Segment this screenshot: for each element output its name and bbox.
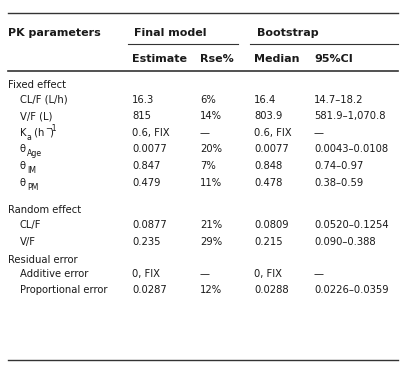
Text: θ: θ (20, 144, 26, 155)
Text: 0.0077: 0.0077 (254, 144, 289, 155)
Text: 581.9–1,070.8: 581.9–1,070.8 (314, 111, 386, 121)
Text: 0.0226–0.0359: 0.0226–0.0359 (314, 285, 389, 296)
Text: CL/F: CL/F (20, 220, 42, 230)
Text: 11%: 11% (200, 177, 222, 188)
Text: 7%: 7% (200, 161, 216, 171)
Text: V/F: V/F (20, 237, 36, 247)
Text: 21%: 21% (200, 220, 222, 230)
Text: Random effect: Random effect (8, 205, 81, 215)
Text: 0.6, FIX: 0.6, FIX (132, 128, 170, 138)
Text: 0.215: 0.215 (254, 237, 283, 247)
Text: —: — (200, 128, 210, 138)
Text: 0.0288: 0.0288 (254, 285, 289, 296)
Text: 0.847: 0.847 (132, 161, 160, 171)
Text: Bootstrap: Bootstrap (257, 28, 319, 38)
Text: 0.38–0.59: 0.38–0.59 (314, 177, 363, 188)
Text: 0.0877: 0.0877 (132, 220, 167, 230)
Text: 0.235: 0.235 (132, 237, 160, 247)
Text: Additive error: Additive error (20, 269, 88, 279)
Text: 803.9: 803.9 (254, 111, 282, 121)
Text: Age: Age (27, 149, 42, 158)
Text: —: — (314, 128, 324, 138)
Text: CL/F (L/h): CL/F (L/h) (20, 94, 68, 105)
Text: Rse%: Rse% (200, 54, 234, 64)
Text: —: — (200, 269, 210, 279)
Text: 0, FIX: 0, FIX (254, 269, 282, 279)
Text: 0.0077: 0.0077 (132, 144, 167, 155)
Text: 0.848: 0.848 (254, 161, 282, 171)
Text: Estimate: Estimate (132, 54, 187, 64)
Text: 0.479: 0.479 (132, 177, 160, 188)
Text: θ: θ (20, 177, 26, 188)
Text: IM: IM (27, 166, 36, 175)
Text: Fixed effect: Fixed effect (8, 80, 66, 90)
Text: V/F (L): V/F (L) (20, 111, 52, 121)
Text: 0.74–0.97: 0.74–0.97 (314, 161, 363, 171)
Text: Proportional error: Proportional error (20, 285, 108, 296)
Text: (h: (h (31, 128, 44, 138)
Text: 29%: 29% (200, 237, 222, 247)
Text: ): ) (50, 128, 54, 138)
Text: 0.0520–0.1254: 0.0520–0.1254 (314, 220, 389, 230)
Text: 0.0043–0.0108: 0.0043–0.0108 (314, 144, 388, 155)
Text: 20%: 20% (200, 144, 222, 155)
Text: 14.7–18.2: 14.7–18.2 (314, 94, 364, 105)
Text: 0, FIX: 0, FIX (132, 269, 160, 279)
Text: 0.0809: 0.0809 (254, 220, 289, 230)
Text: 6%: 6% (200, 94, 216, 105)
Text: 16.3: 16.3 (132, 94, 154, 105)
Text: —: — (314, 269, 324, 279)
Text: 16.4: 16.4 (254, 94, 276, 105)
Text: PK parameters: PK parameters (8, 28, 101, 38)
Text: 815: 815 (132, 111, 151, 121)
Text: Final model: Final model (134, 28, 206, 38)
Text: 95%CI: 95%CI (314, 54, 353, 64)
Text: Median: Median (254, 54, 300, 64)
Text: K: K (20, 128, 26, 138)
Text: 0.0287: 0.0287 (132, 285, 167, 296)
Text: −1: −1 (45, 124, 57, 133)
Text: 0.090–0.388: 0.090–0.388 (314, 237, 376, 247)
Text: 14%: 14% (200, 111, 222, 121)
Text: 0.478: 0.478 (254, 177, 282, 188)
Text: Residual error: Residual error (8, 255, 78, 265)
Text: a: a (27, 133, 32, 142)
Text: 0.6, FIX: 0.6, FIX (254, 128, 292, 138)
Text: PM: PM (27, 183, 38, 192)
Text: 12%: 12% (200, 285, 222, 296)
Text: θ: θ (20, 161, 26, 171)
